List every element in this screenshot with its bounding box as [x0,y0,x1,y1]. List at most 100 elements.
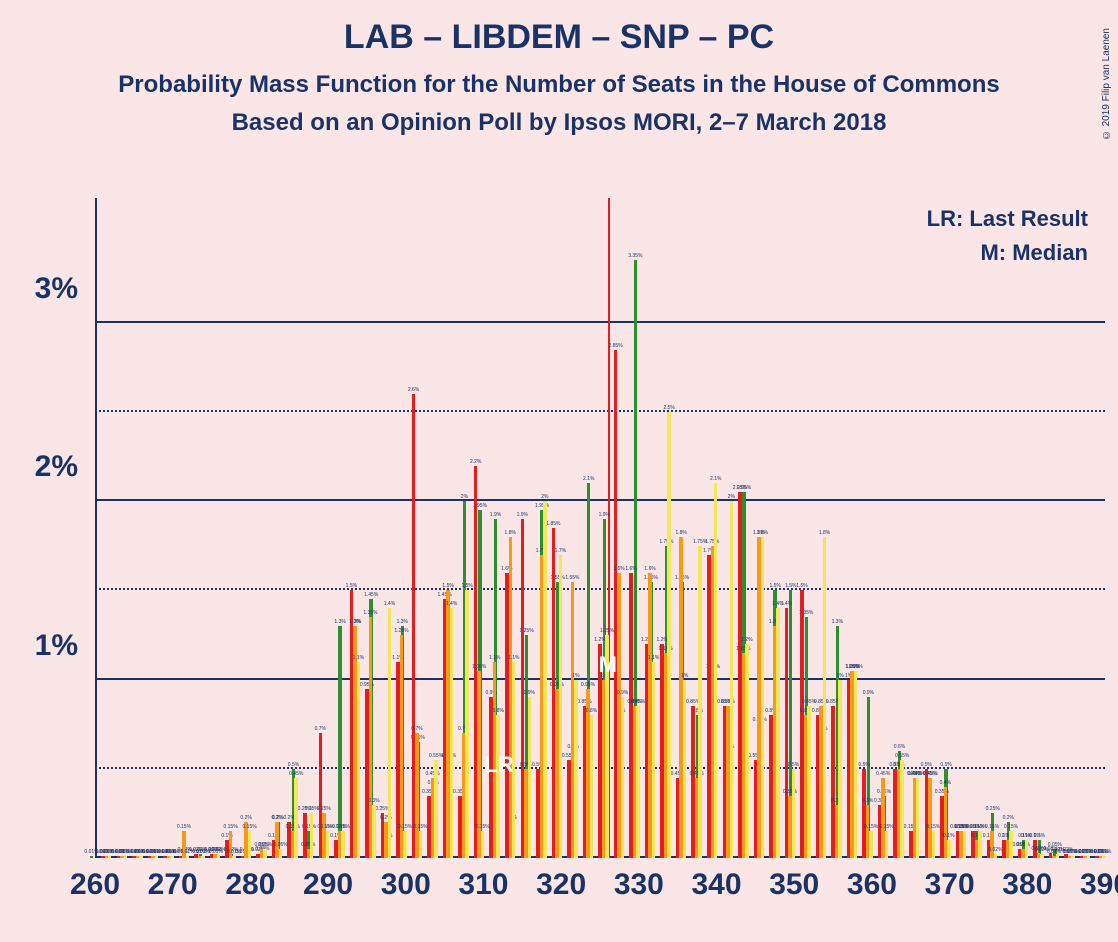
bar-value-label: 0.15% [973,824,987,830]
bar [683,680,686,858]
chart-plot-area: 0.01%0.01%0.01%0.01%0.01%0.01%0.02%0.02%… [95,198,1105,858]
bar [667,412,670,858]
bar [310,813,313,858]
bar-value-label: 2.05% [733,485,747,491]
bar-value-label: 1.1% [648,655,659,661]
bar-value-label: 1.6% [644,566,655,572]
bar [170,856,173,858]
bar-value-label: 0.85% [631,699,645,705]
bar-value-label: 0.1% [943,833,954,839]
bar-value-label: 0.3% [862,798,873,804]
grid-line-minor [95,410,1105,412]
x-tick-label: 290 [303,868,353,902]
bar-value-label: 1% [572,673,579,679]
bar-value-label: 0.15% [320,824,334,830]
bar-value-label: 1.3% [334,619,345,625]
bar-value-label: 2.1% [710,476,721,482]
bar-value-label: 1.6% [613,566,624,572]
bar-value-label: 1.1% [353,655,364,661]
bar-value-label: 1.9% [517,512,528,518]
bar-value-label: 0.55% [895,753,909,759]
x-tick-label: 280 [225,868,275,902]
x-tick-label: 380 [1002,868,1052,902]
bar [559,555,562,858]
bar [900,760,903,858]
bar [108,856,111,858]
bar [1071,856,1074,858]
bar-value-label: 2.6% [408,387,419,393]
bar-value-label: 0.9% [617,690,628,696]
bar-value-label: 0.15% [243,824,257,830]
bar-value-label: 0.45% [876,771,890,777]
bar-value-label: 1.8% [819,530,830,536]
bar [885,831,888,858]
bar-value-label: 0.5% [288,762,299,768]
bar-value-label: 0.05% [258,842,272,848]
bar [90,856,93,858]
bar-value-label: 1.2% [594,637,605,643]
bar-value-label: 0.2% [271,815,282,821]
bar-value-label: 0.95% [581,682,595,688]
grid-line [95,499,1105,501]
x-tick-label: 330 [614,868,664,902]
bar-value-label: 2% [728,494,735,500]
y-tick-label: 1% [35,629,78,663]
bar-value-label: 0.15% [398,824,412,830]
bar [1087,856,1090,858]
bar [450,608,453,858]
bar [1025,840,1028,858]
bar-value-label: 0.15% [864,824,878,830]
bar-value-label: 0.6% [894,744,905,750]
bar [947,840,950,858]
bar [528,697,531,858]
bar-value-label: 1.5% [346,583,357,589]
bar [854,671,857,858]
bar-value-label: 0.01% [1066,849,1080,855]
bar [419,831,422,858]
bar [745,644,748,858]
x-tick-label: 350 [769,868,819,902]
bar-value-label: 0.15% [223,824,237,830]
bar-value-label: 0.01% [118,849,132,855]
x-tick-label: 390 [1080,868,1118,902]
grid-line-minor [95,588,1105,590]
copyright-text: © 2019 Filip van Laenen [1101,28,1112,140]
bar [932,831,935,858]
bar-value-label: 0.02% [988,847,1002,853]
bar-value-label: 1.4% [384,601,395,607]
bar-value-label: 0.15% [476,824,490,830]
bar [807,706,810,858]
bar [248,831,251,858]
x-tick-label: 320 [536,868,586,902]
bar-value-label: 0.01% [103,849,117,855]
x-tick-label: 360 [847,868,897,902]
bar-value-label: 1.5% [769,583,780,589]
bar-value-label: 0.02% [1051,847,1065,853]
bar-value-label: 1.8% [505,530,516,536]
bar-value-label: 1.3% [397,619,408,625]
bar-value-label: 0.25% [986,806,1000,812]
bar-value-label: 0.5% [858,762,869,768]
bar [186,856,189,858]
bar [621,697,624,858]
bar-value-label: 0.8% [493,708,504,714]
bar [978,831,981,858]
bar [481,831,484,858]
bar [636,706,639,858]
bar-value-label: 1.85% [546,521,560,527]
bar-value-label: 1.1% [508,655,519,661]
bar-value-label: 0.01% [149,849,163,855]
bar [963,831,966,858]
bar [792,769,795,858]
x-tick-label: 370 [925,868,975,902]
bar [155,856,158,858]
bar-value-label: 1.35% [363,610,377,616]
bar [574,680,577,858]
bar [652,662,655,858]
bar-value-label: 2% [541,494,548,500]
bar-value-label: 2.2% [470,459,481,465]
bar-value-label: 1.5% [785,583,796,589]
bar-value-label: 0.01% [196,849,210,855]
bar [139,856,142,858]
bar-value-label: 0.15% [413,824,427,830]
